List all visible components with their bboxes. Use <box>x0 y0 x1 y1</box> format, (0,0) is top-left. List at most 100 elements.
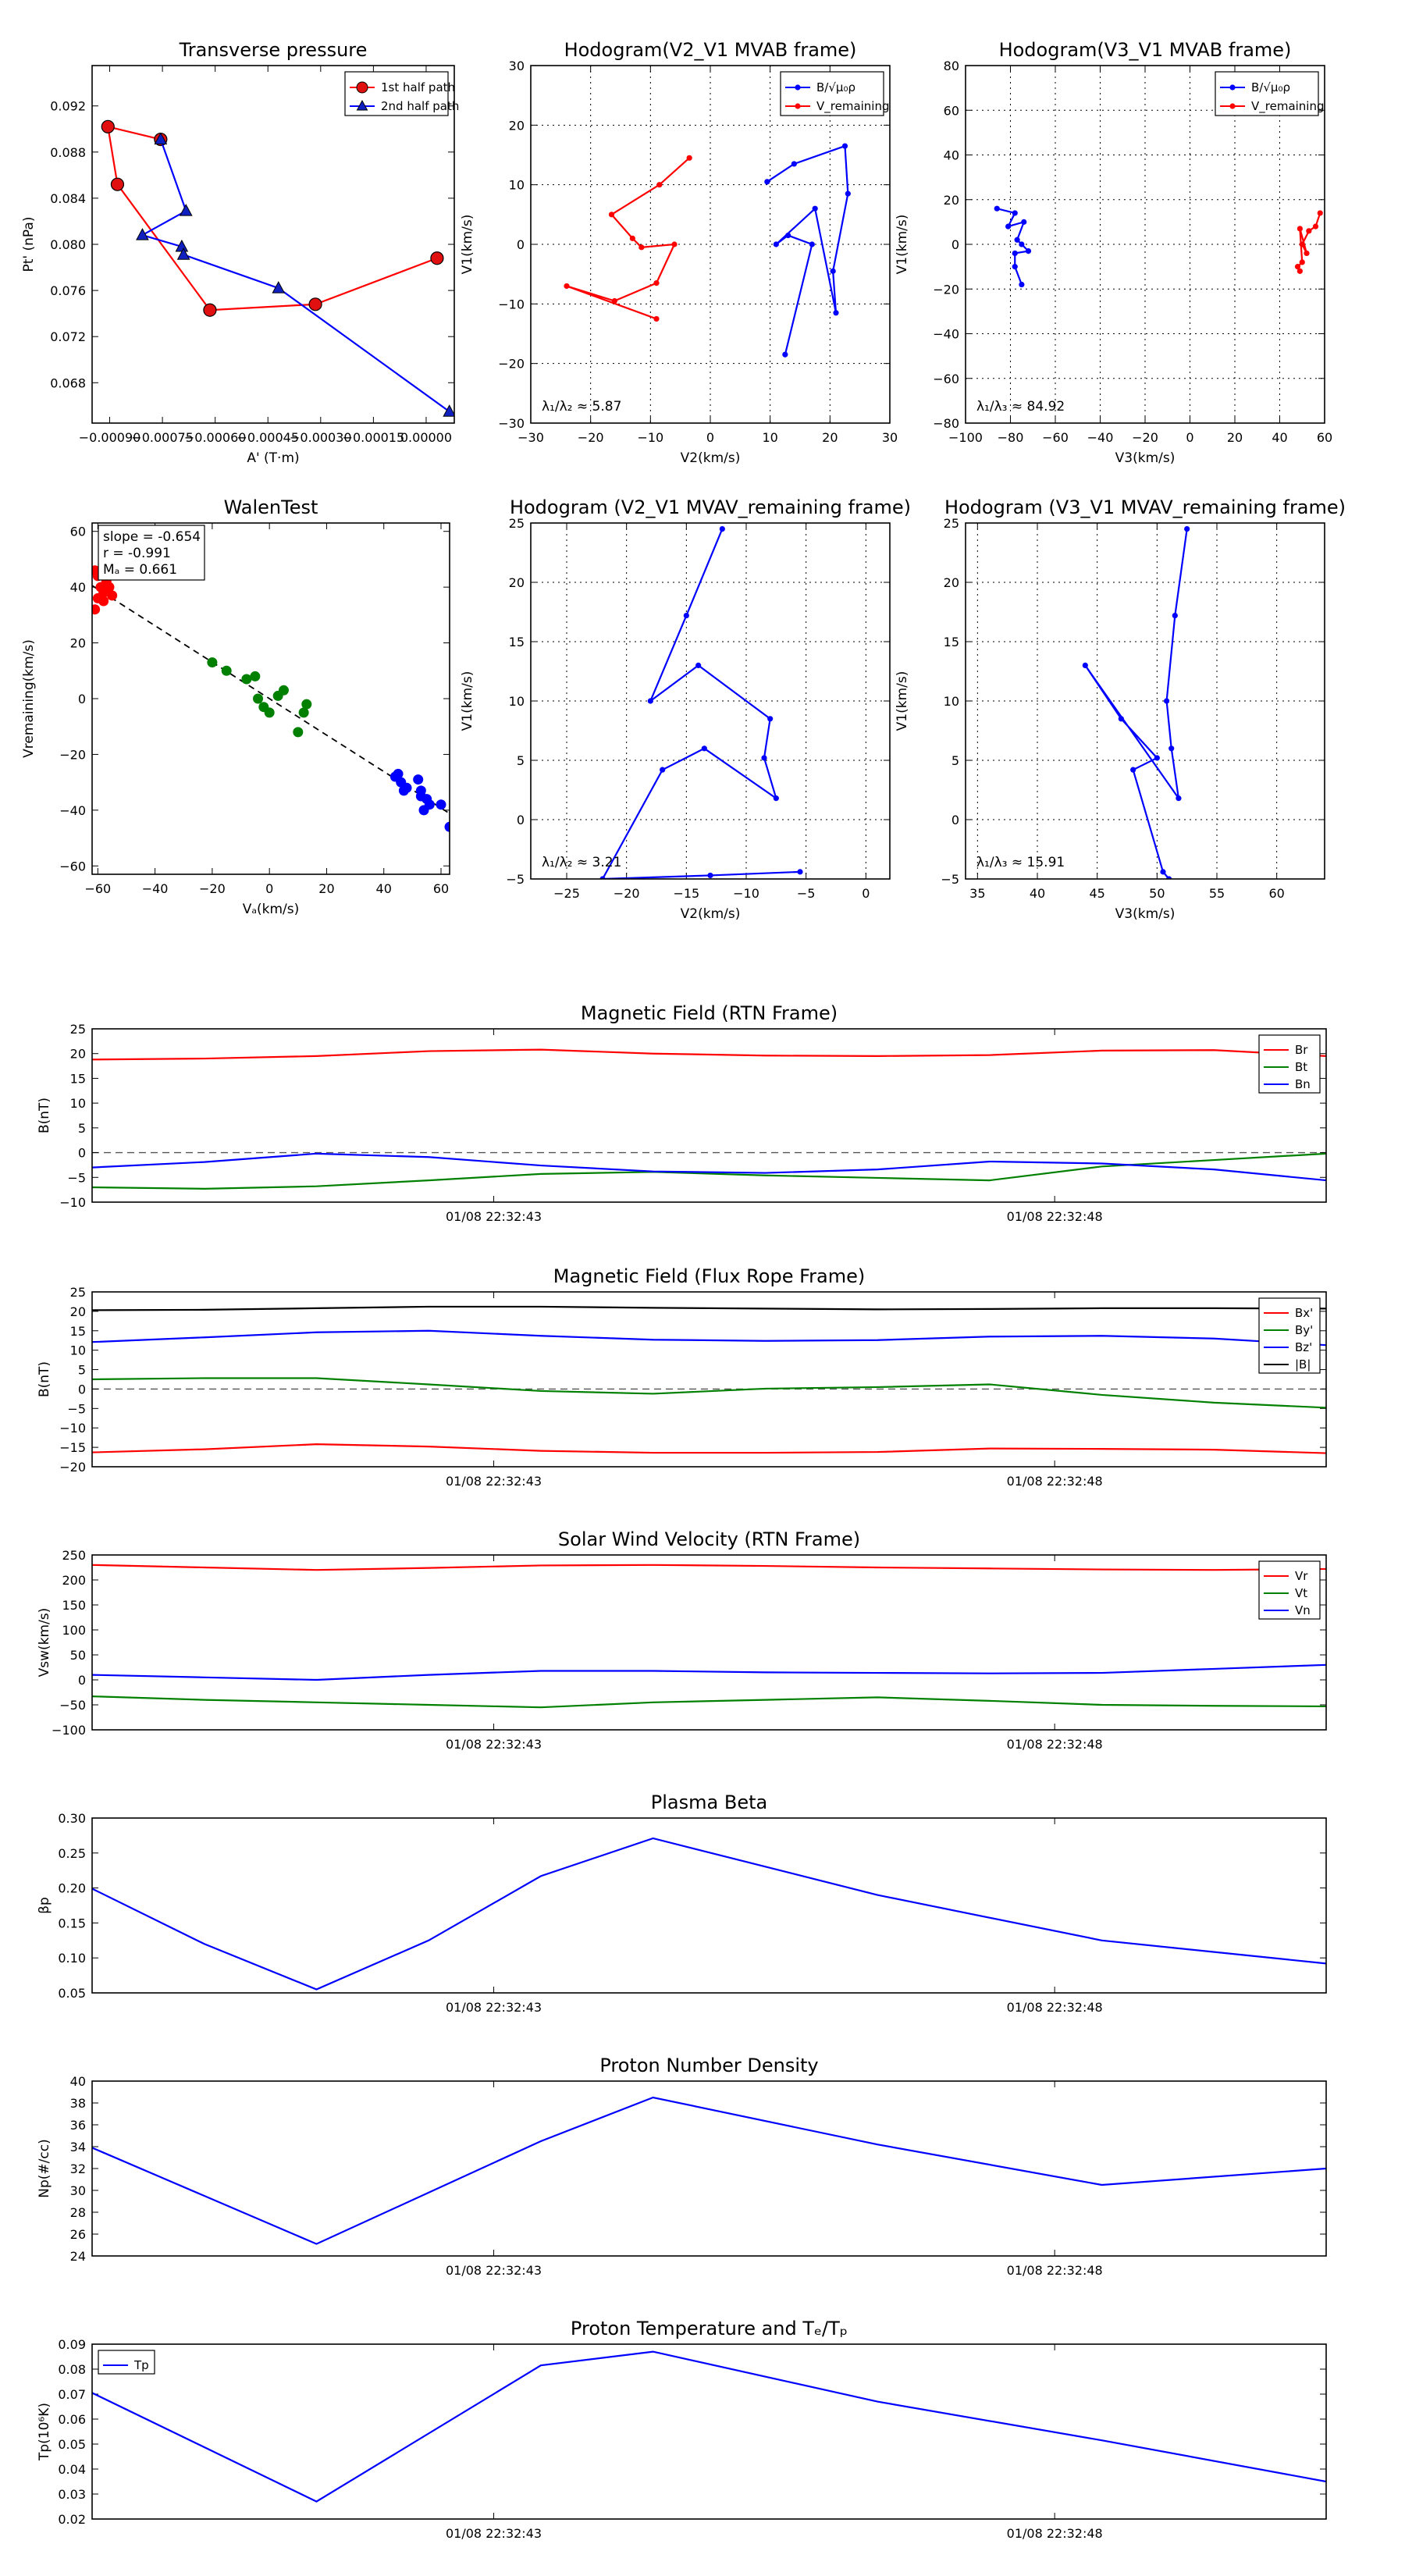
data-point <box>653 315 660 322</box>
data-point <box>773 795 779 802</box>
y-tick-label: 0.09 <box>58 2337 86 2352</box>
x-tick-label: 01/08 22:32:48 <box>1007 1737 1103 1752</box>
y-tick-label: 24 <box>70 2249 86 2264</box>
data-point <box>830 268 836 274</box>
y-tick-label: 36 <box>70 2118 86 2133</box>
x-tick-label: 01/08 22:32:48 <box>1007 2000 1103 2015</box>
y-tick-label: −30 <box>498 416 525 431</box>
data-point <box>791 161 797 167</box>
y-tick-label: 34 <box>70 2140 86 2154</box>
legend-marker <box>356 81 368 94</box>
data-point <box>707 872 713 879</box>
x-axis-label: Vₐ(km/s) <box>243 902 300 917</box>
y-tick-label: 5 <box>951 753 959 768</box>
chart-title: Magnetic Field (RTN Frame) <box>581 1002 838 1024</box>
data-point <box>1184 526 1190 532</box>
data-point <box>241 674 252 685</box>
y-tick-label: −20 <box>933 282 959 297</box>
x-tick-label: −0.00060 <box>184 430 247 445</box>
data-point <box>653 280 660 286</box>
annotation-text: Mₐ = 0.661 <box>103 562 177 578</box>
data-point <box>1304 250 1310 257</box>
x-tick-label: −0.00075 <box>131 430 194 445</box>
y-tick-label: 0.092 <box>50 99 86 114</box>
annotation-text: λ₁/λ₃ ≈ 15.91 <box>976 855 1065 870</box>
solar-wind-velocity-chart: Solar Wind Velocity (RTN Frame) 01/08 22:… <box>37 1528 1327 1752</box>
proton-temperature-chart: Proton Temperature and Tₑ/Tₚ 01/08 22:32:… <box>37 2318 1327 2541</box>
data-point <box>1164 698 1170 704</box>
data-point <box>809 241 815 247</box>
x-tick-label: 01/08 22:32:43 <box>446 2000 542 2015</box>
plasma-beta-chart: Plasma Beta 01/08 22:32:43 01/08 22:32:48 0… <box>37 1791 1327 2015</box>
data-point <box>1166 876 1172 879</box>
data-point <box>1154 755 1160 761</box>
plot-area <box>599 526 803 879</box>
x-tick-label: 40 <box>1030 886 1045 901</box>
x-tick-label: 0 <box>1186 430 1193 445</box>
y-tick-label: 32 <box>70 2161 86 2176</box>
y-tick-label: 30 <box>509 59 525 73</box>
chart-title: WalenTest <box>224 496 318 518</box>
data-point <box>629 235 635 241</box>
y-tick-label: 40 <box>944 148 959 163</box>
x-tick-label: 60 <box>1317 430 1332 445</box>
data-point <box>773 241 779 247</box>
data-point <box>812 205 818 212</box>
legend-label: By' <box>1295 1323 1313 1337</box>
data-point <box>660 767 666 773</box>
legend-label: Tp <box>133 2358 149 2372</box>
x-tick-label: 50 <box>1149 886 1165 901</box>
data-point <box>1312 223 1319 229</box>
y-tick-label: 10 <box>509 694 525 709</box>
y-tick-label: 0.068 <box>50 375 86 390</box>
legend-box <box>1258 1297 1321 1374</box>
y-tick-label: 0 <box>78 692 86 706</box>
y-tick-label: 20 <box>70 1047 86 1062</box>
data-point <box>1294 264 1301 270</box>
data-point <box>785 232 791 239</box>
x-tick-label: −80 <box>998 430 1024 445</box>
data-point <box>436 799 446 810</box>
x-tick-label: 01/08 22:32:43 <box>446 2526 542 2541</box>
y-tick-label: 20 <box>509 118 525 133</box>
legend-label: B/√μ₀ρ <box>816 80 855 94</box>
x-axis-label: V2(km/s) <box>681 906 741 922</box>
legend-label: 2nd half path <box>381 99 459 113</box>
axes-frame <box>91 2343 1327 2520</box>
y-tick-label: 0.07 <box>58 2387 86 2402</box>
y-tick-label: 80 <box>944 59 959 73</box>
axes-frame <box>530 65 891 424</box>
data-point <box>424 799 435 810</box>
x-tick-label: −100 <box>948 430 983 445</box>
x-tick-label: −5 <box>797 886 816 901</box>
data-point <box>98 596 109 607</box>
series-beta-line <box>92 1837 1326 1991</box>
data-point <box>833 310 839 316</box>
plot-area <box>92 1305 1326 1454</box>
x-tick-label: 01/08 22:32:43 <box>446 2263 542 2278</box>
data-point <box>250 671 261 681</box>
y-tick-label: 10 <box>944 694 959 709</box>
data-point <box>221 665 232 676</box>
data-point <box>701 745 707 752</box>
x-axis-label: A' (T·m) <box>247 450 299 466</box>
plot-area <box>92 1837 1326 1991</box>
y-tick-label: −5 <box>67 1170 86 1185</box>
x-tick-label: 60 <box>433 881 449 896</box>
legend-label: Vn <box>1295 1603 1311 1617</box>
data-point <box>1019 281 1025 288</box>
y-axis-label: Pt' (nPa) <box>21 217 37 272</box>
data-point <box>92 604 101 615</box>
y-tick-label: 5 <box>78 1121 86 1136</box>
x-tick-label: 35 <box>969 886 985 901</box>
y-tick-label: 25 <box>944 516 959 531</box>
data-point <box>1168 745 1175 752</box>
axes-frame <box>965 65 1325 424</box>
series-vt-line <box>92 1695 1326 1709</box>
y-tick-label: 30 <box>70 2183 86 2198</box>
chart-title: Hodogram (V2_V1 MVAV_remaining frame) <box>510 496 911 518</box>
data-point <box>104 582 115 592</box>
y-tick-label: 0.06 <box>58 2412 86 2427</box>
y-axis-label: βp <box>37 1897 52 1914</box>
data-point <box>253 693 264 704</box>
